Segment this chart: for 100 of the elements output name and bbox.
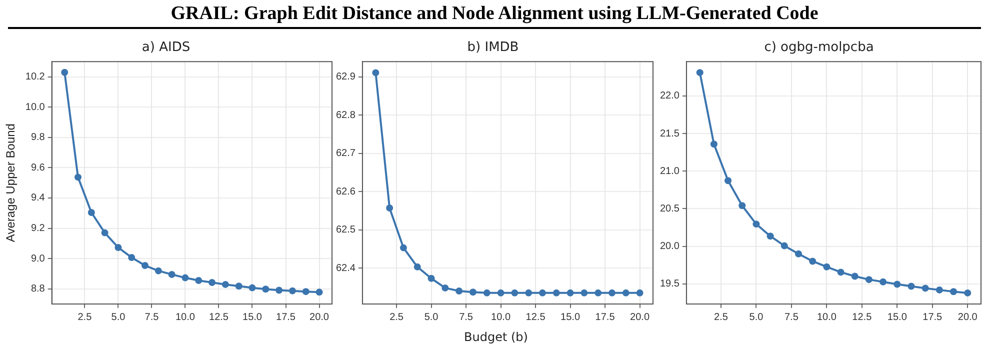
x-tick-label: 15.0 xyxy=(560,312,580,323)
y-tick-label: 9.8 xyxy=(30,132,46,144)
point xyxy=(414,263,421,270)
y-tick-label: 10.0 xyxy=(25,102,46,113)
point xyxy=(428,274,435,282)
y-tick-label: 62.8 xyxy=(336,110,356,121)
point xyxy=(622,289,630,296)
y-tick-label: 9.4 xyxy=(30,192,46,204)
point xyxy=(837,268,844,276)
y-tick-label: 9.2 xyxy=(30,223,46,234)
point xyxy=(128,254,136,261)
x-tick-label: 20.0 xyxy=(630,312,650,323)
chart-title: b) IMDB xyxy=(467,40,519,56)
point xyxy=(88,208,95,216)
x-tick-label: 5.0 xyxy=(111,312,126,323)
y-tick-label: 9.0 xyxy=(30,253,46,264)
point xyxy=(865,276,872,284)
point xyxy=(276,286,283,294)
x-tick-label: 20.0 xyxy=(310,312,330,323)
point xyxy=(222,280,229,288)
point xyxy=(552,289,560,296)
point xyxy=(636,289,644,296)
x-tick-label: 7.5 xyxy=(459,312,474,323)
point xyxy=(738,202,746,210)
point xyxy=(74,174,82,181)
y-tick-label: 22.0 xyxy=(660,90,680,102)
point xyxy=(511,289,518,296)
x-tick-label: 15.0 xyxy=(887,312,908,323)
y-tick-label: 10.2 xyxy=(25,72,46,82)
point xyxy=(182,274,189,282)
y-tick-label: 62.5 xyxy=(336,224,356,236)
point xyxy=(386,204,394,212)
y-tick-label: 19.5 xyxy=(660,278,680,290)
y-tick-label: 21.5 xyxy=(660,128,680,140)
x-tick-label: 17.5 xyxy=(595,312,616,323)
point xyxy=(316,288,323,296)
point xyxy=(766,232,774,240)
x-tick-label: 10.0 xyxy=(491,312,511,323)
point xyxy=(566,289,574,296)
y-tick-label: 20.0 xyxy=(660,241,680,252)
x-tick-label: 20.0 xyxy=(958,312,978,323)
point xyxy=(469,288,476,296)
point xyxy=(372,69,380,76)
point xyxy=(724,177,732,184)
point xyxy=(696,69,704,76)
x-tick-label: 12.5 xyxy=(852,312,872,323)
point xyxy=(809,258,816,265)
x-tick-label: 2.5 xyxy=(78,312,92,323)
point xyxy=(880,278,887,286)
point xyxy=(302,288,310,296)
x-tick-label: 7.5 xyxy=(784,312,799,323)
x-tick-label: 5.0 xyxy=(424,312,439,323)
y-tick-label: 62.4 xyxy=(336,262,356,274)
point xyxy=(922,284,929,292)
point xyxy=(497,289,504,296)
y-tick-label: 8.8 xyxy=(30,284,46,295)
point xyxy=(594,289,602,296)
point xyxy=(101,229,108,236)
x-tick-label: 17.5 xyxy=(922,312,943,323)
chart-title: a) AIDS xyxy=(142,40,190,56)
y-tick-label: 62.9 xyxy=(336,72,356,83)
x-tick-label: 17.5 xyxy=(276,312,296,323)
point xyxy=(142,262,149,270)
point xyxy=(823,263,830,270)
point xyxy=(538,289,546,296)
x-tick-label: 2.5 xyxy=(714,312,728,323)
point xyxy=(248,284,256,292)
point xyxy=(483,289,490,296)
chart-title: c) ogbg-molpcba xyxy=(764,40,874,56)
point xyxy=(168,270,176,278)
point xyxy=(288,287,296,294)
y-tick-label: 21.0 xyxy=(660,166,680,177)
point xyxy=(154,267,162,274)
point xyxy=(936,286,943,294)
text: GRAIL: Graph Edit Distance and Node Alignment using LLM-Generated Code xyxy=(170,3,820,25)
point xyxy=(235,282,242,290)
y-tick-label: 9.6 xyxy=(30,162,46,174)
point xyxy=(456,288,463,294)
point xyxy=(608,289,616,296)
point xyxy=(851,272,858,280)
point xyxy=(795,250,802,258)
x-tick-label: 10.0 xyxy=(175,312,196,323)
point xyxy=(208,278,216,286)
y-tick-label: 62.6 xyxy=(336,186,356,198)
point xyxy=(61,68,68,76)
point xyxy=(894,280,901,288)
x-tick-label: 10.0 xyxy=(816,312,837,323)
point xyxy=(710,140,718,148)
point xyxy=(114,244,122,251)
x-tick-label: 7.5 xyxy=(144,312,160,323)
point xyxy=(400,244,407,252)
x-tick-label: 2.5 xyxy=(390,312,404,323)
point xyxy=(525,289,532,296)
y-axis-title: Average Upper Bound xyxy=(4,124,18,242)
point xyxy=(964,289,972,296)
y-tick-label: 20.5 xyxy=(660,203,680,214)
point xyxy=(262,286,270,293)
point xyxy=(950,288,958,296)
x-tick-label: 12.5 xyxy=(209,312,229,323)
point xyxy=(780,242,788,250)
